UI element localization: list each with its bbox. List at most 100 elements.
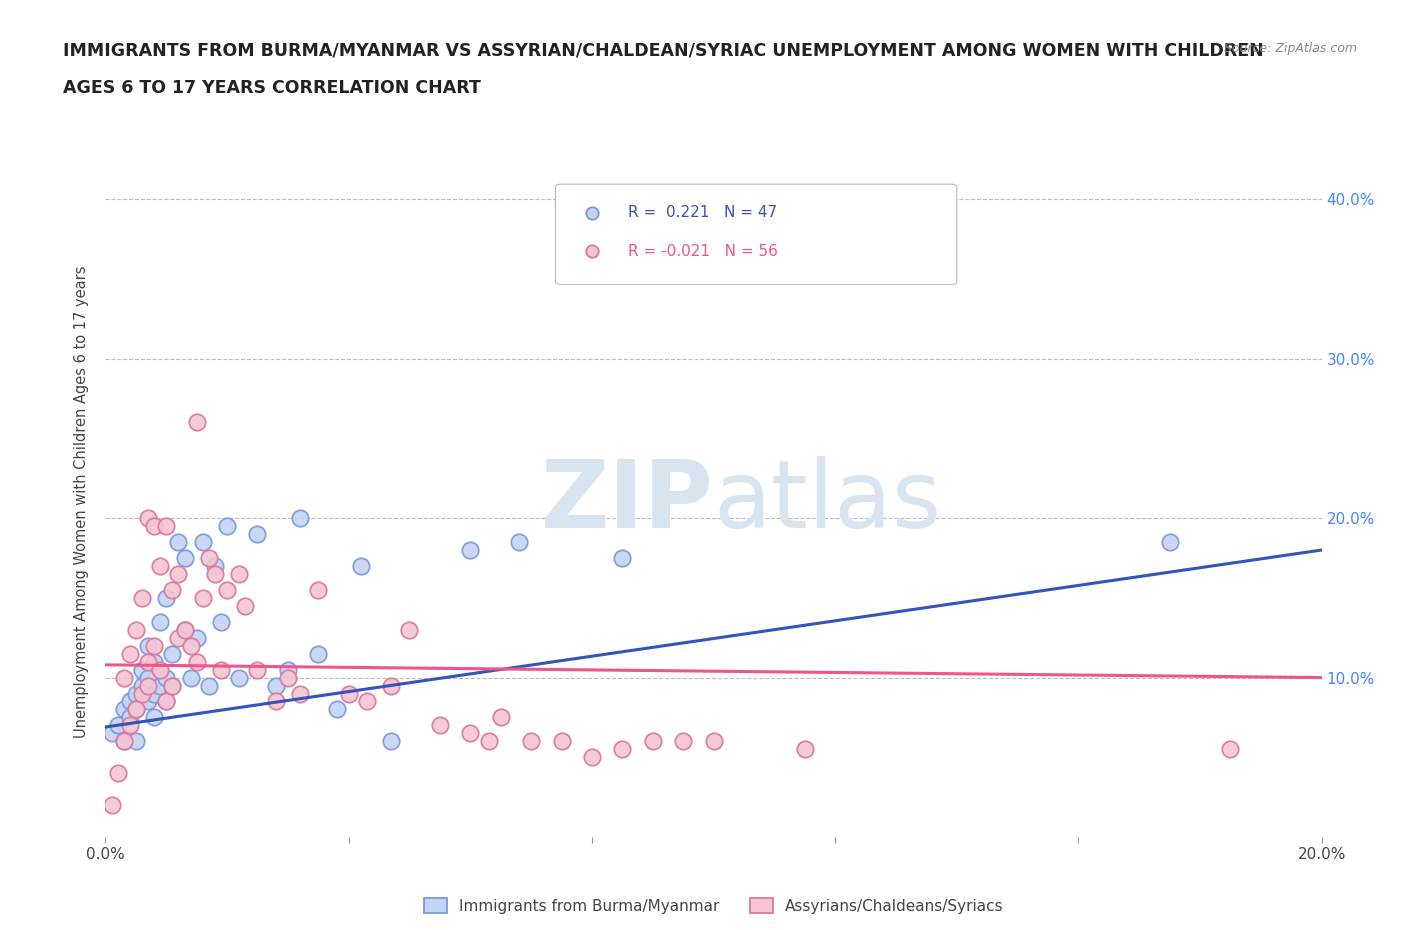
- Point: [149, 559, 172, 574]
- Point: [143, 710, 166, 724]
- Point: [118, 646, 141, 661]
- Text: R = -0.021   N = 56: R = -0.021 N = 56: [628, 244, 779, 259]
- Point: [702, 734, 725, 749]
- Point: [186, 631, 208, 645]
- Point: [143, 654, 166, 669]
- Point: [112, 702, 135, 717]
- Point: [162, 646, 184, 661]
- Point: [458, 726, 481, 741]
- Point: [277, 671, 299, 685]
- Point: [191, 591, 214, 605]
- Point: [307, 646, 329, 661]
- Point: [350, 559, 373, 574]
- Text: atlas: atlas: [713, 457, 942, 548]
- Point: [186, 654, 208, 669]
- Point: [233, 598, 256, 613]
- Point: [131, 662, 153, 677]
- Point: [125, 686, 148, 701]
- Point: [380, 678, 402, 693]
- Point: [118, 710, 141, 724]
- Point: [107, 718, 129, 733]
- Text: ZIP: ZIP: [541, 457, 713, 548]
- Point: [167, 566, 190, 581]
- Point: [155, 671, 177, 685]
- Point: [581, 750, 603, 764]
- Point: [209, 615, 232, 630]
- Point: [100, 798, 122, 813]
- FancyBboxPatch shape: [555, 184, 956, 285]
- Point: [793, 742, 815, 757]
- Point: [143, 686, 166, 701]
- Point: [180, 638, 202, 653]
- Point: [288, 686, 311, 701]
- Point: [136, 638, 159, 653]
- Point: [356, 694, 378, 709]
- Point: [477, 734, 499, 749]
- Point: [228, 671, 250, 685]
- Point: [125, 734, 148, 749]
- Point: [186, 415, 208, 430]
- Legend: Immigrants from Burma/Myanmar, Assyrians/Chaldeans/Syriacs: Immigrants from Burma/Myanmar, Assyrians…: [418, 892, 1010, 920]
- Point: [107, 765, 129, 780]
- Point: [204, 566, 226, 581]
- Point: [429, 718, 451, 733]
- Point: [155, 591, 177, 605]
- Point: [520, 734, 543, 749]
- Point: [458, 542, 481, 557]
- Point: [198, 678, 221, 693]
- Point: [508, 535, 530, 550]
- Point: [155, 519, 177, 534]
- Point: [612, 742, 634, 757]
- Point: [325, 702, 347, 717]
- Point: [131, 686, 153, 701]
- Point: [173, 622, 195, 637]
- Point: [125, 702, 148, 717]
- Point: [173, 622, 195, 637]
- Point: [380, 734, 402, 749]
- Point: [641, 734, 664, 749]
- Point: [100, 726, 122, 741]
- Text: R =  0.221   N = 47: R = 0.221 N = 47: [628, 206, 778, 220]
- Point: [228, 566, 250, 581]
- Point: [191, 535, 214, 550]
- Point: [246, 526, 269, 541]
- Point: [131, 678, 153, 693]
- Point: [118, 694, 141, 709]
- Point: [149, 615, 172, 630]
- Point: [162, 678, 184, 693]
- Point: [125, 702, 148, 717]
- Point: [337, 686, 360, 701]
- Point: [143, 519, 166, 534]
- Point: [149, 678, 172, 693]
- Point: [180, 671, 202, 685]
- Point: [136, 654, 159, 669]
- Point: [131, 591, 153, 605]
- Point: [612, 551, 634, 565]
- Point: [1159, 535, 1181, 550]
- Point: [246, 662, 269, 677]
- Point: [149, 662, 172, 677]
- Text: Source: ZipAtlas.com: Source: ZipAtlas.com: [1223, 42, 1357, 55]
- Point: [162, 678, 184, 693]
- Point: [112, 734, 135, 749]
- Point: [398, 622, 420, 637]
- Point: [288, 511, 311, 525]
- Point: [550, 734, 572, 749]
- Point: [112, 734, 135, 749]
- Point: [209, 662, 232, 677]
- Point: [1219, 742, 1241, 757]
- Text: IMMIGRANTS FROM BURMA/MYANMAR VS ASSYRIAN/CHALDEAN/SYRIAC UNEMPLOYMENT AMONG WOM: IMMIGRANTS FROM BURMA/MYANMAR VS ASSYRIA…: [63, 42, 1264, 60]
- Point: [136, 671, 159, 685]
- Point: [155, 694, 177, 709]
- Point: [217, 582, 239, 597]
- Point: [489, 710, 512, 724]
- Point: [264, 694, 287, 709]
- Point: [118, 718, 141, 733]
- Point: [112, 671, 135, 685]
- Point: [155, 694, 177, 709]
- Point: [125, 622, 148, 637]
- Point: [217, 519, 239, 534]
- Y-axis label: Unemployment Among Women with Children Ages 6 to 17 years: Unemployment Among Women with Children A…: [75, 266, 90, 738]
- Point: [277, 662, 299, 677]
- Point: [173, 551, 195, 565]
